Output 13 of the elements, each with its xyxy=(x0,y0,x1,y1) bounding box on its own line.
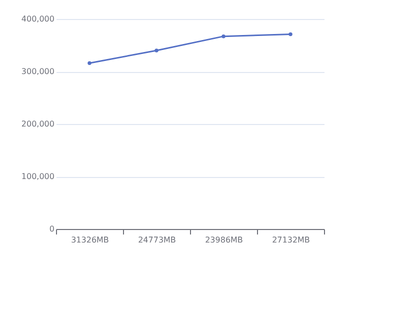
x-tick-label: 27132MB xyxy=(272,236,310,244)
x-tick-label: 24773MB xyxy=(138,236,176,244)
x-tick-label: 31326MB xyxy=(71,236,109,244)
point xyxy=(88,61,92,65)
y-tick-label: 400,000 xyxy=(21,14,54,24)
point xyxy=(288,32,292,36)
y-tick-label: 300,000 xyxy=(21,67,54,76)
y-tick-label: 100,000 xyxy=(21,172,54,181)
y-tick-label: 0 xyxy=(49,224,54,234)
point xyxy=(154,48,158,52)
point xyxy=(222,34,226,38)
x-tick-label: 23986MB xyxy=(205,236,243,244)
y-tick-label: 200,000 xyxy=(21,120,54,128)
